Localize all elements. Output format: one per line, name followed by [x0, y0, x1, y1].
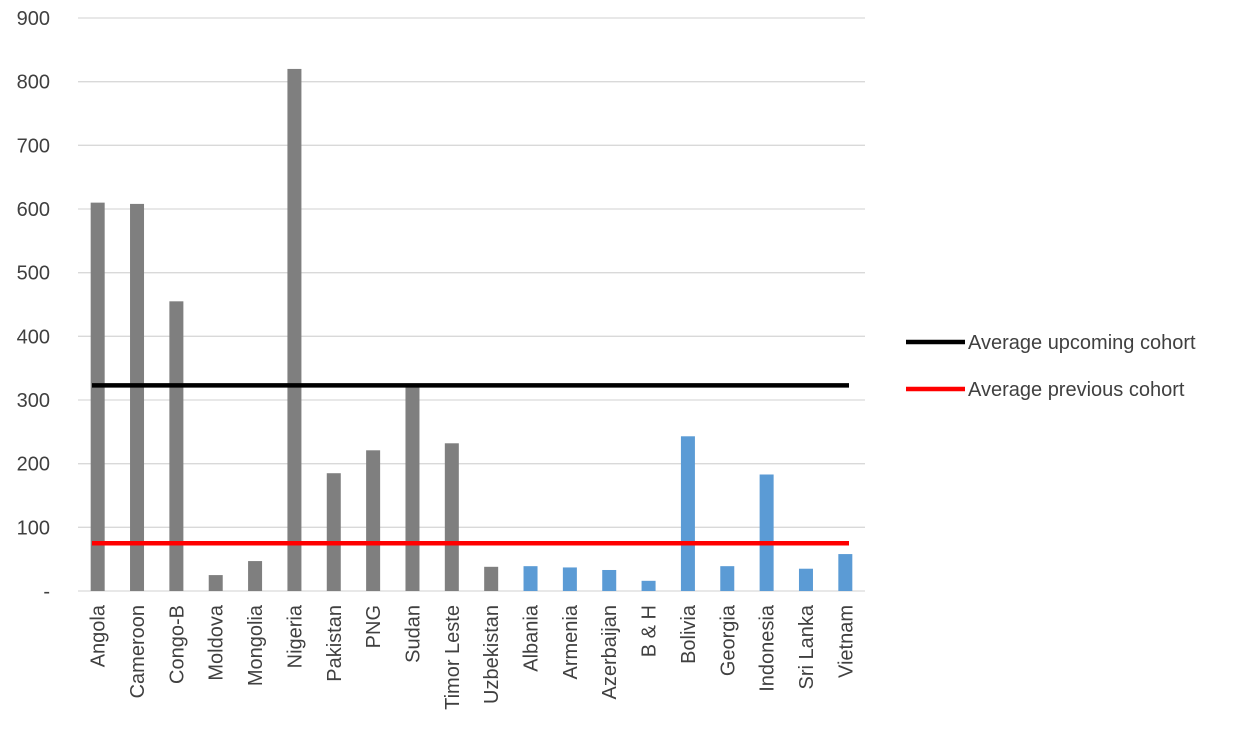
bar	[287, 68, 302, 591]
bar	[641, 580, 656, 591]
y-tick-label: 800	[17, 72, 50, 94]
bar	[838, 554, 853, 591]
y-tick-label: 100	[17, 517, 50, 539]
y-tick-label: 900	[17, 8, 50, 30]
legend: Average upcoming cohort Average previous …	[906, 332, 1196, 401]
category-label: Armenia	[560, 604, 582, 679]
category-label: Uzbekistan	[481, 605, 503, 704]
bar	[720, 566, 735, 591]
category-label: Vietnam	[835, 605, 857, 678]
category-label: Sri Lanka	[796, 604, 818, 689]
category-label: Pakistan	[324, 605, 346, 682]
category-label: Mongolia	[245, 604, 267, 686]
bar	[405, 384, 420, 591]
category-label: Angola	[88, 604, 110, 667]
category-label: Timor Leste	[442, 605, 464, 710]
bar	[759, 474, 774, 591]
category-label: Moldova	[206, 604, 228, 680]
bar	[484, 566, 499, 591]
y-tick-label: 700	[17, 135, 50, 157]
gridlines	[78, 17, 865, 592]
bar	[798, 568, 813, 591]
reference-lines	[92, 383, 849, 546]
bar	[444, 443, 459, 591]
y-tick-label: 200	[17, 454, 50, 476]
category-label: B & H	[639, 605, 661, 657]
category-label: Cameroon	[127, 605, 149, 698]
bar	[602, 569, 617, 591]
x-axis-category-labels: Angola Cameroon Congo-B Moldova Mongolia Nige…	[88, 604, 858, 710]
bar	[523, 566, 538, 591]
bar	[326, 473, 341, 591]
bar	[90, 202, 105, 591]
category-label: Albania	[521, 604, 543, 672]
category-label: Indonesia	[757, 604, 779, 692]
category-label: Georgia	[717, 604, 739, 676]
bar	[562, 567, 577, 591]
bar	[130, 203, 145, 591]
category-label: PNG	[363, 605, 385, 648]
bar	[208, 575, 223, 591]
y-tick-label: -	[43, 581, 50, 603]
y-tick-label: 500	[17, 263, 50, 285]
bar	[248, 561, 263, 591]
legend-label: Average upcoming cohort	[968, 332, 1196, 354]
legend-label: Average previous cohort	[968, 379, 1185, 401]
y-tick-label: 600	[17, 199, 50, 221]
y-axis-tick-labels: - 100 200 300 400 500 600 700 800 900	[17, 8, 50, 603]
bar	[366, 450, 381, 591]
category-label: Congo-B	[166, 605, 188, 684]
category-label: Nigeria	[284, 604, 306, 668]
category-label: Bolivia	[678, 604, 700, 664]
category-label: Azerbaijan	[599, 605, 621, 700]
bars	[90, 68, 853, 591]
category-label: Sudan	[402, 605, 424, 663]
bar	[680, 436, 695, 591]
y-tick-label: 400	[17, 326, 50, 348]
bar	[169, 301, 184, 591]
y-tick-label: 300	[17, 390, 50, 412]
